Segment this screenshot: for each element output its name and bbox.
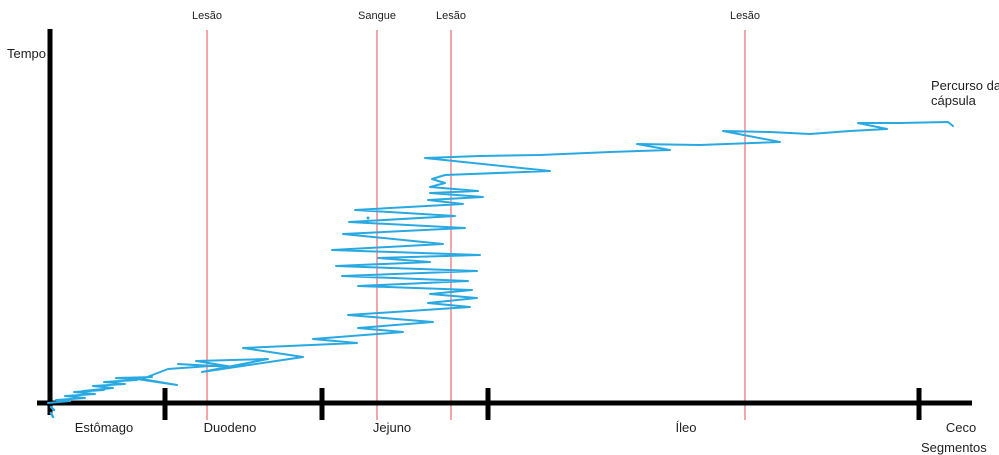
x-axis-label: Segmentos <box>921 440 987 455</box>
segment-label-4-leo: Íleo <box>675 420 697 435</box>
chart-title-line2: cápsula <box>931 93 976 109</box>
event-label-1-leso: Lesão <box>192 10 222 22</box>
event-label-4-leso: Lesão <box>730 10 760 22</box>
event-label-3-leso: Lesão <box>436 10 466 22</box>
chart-title-line1: Percurso da <box>931 78 999 93</box>
event-label-2-sangue: Sangue <box>358 10 396 22</box>
segment-label-2-duodeno: Duodeno <box>203 420 257 435</box>
origin-blue-mark-2 <box>49 411 55 419</box>
capsule-path-line <box>47 121 954 404</box>
capsule-path-stray-dot <box>366 216 370 220</box>
origin-blue-mark-1 <box>49 405 56 412</box>
segment-label-1-estmago: Estômago <box>74 420 134 435</box>
segment-label-3-jejuno: Jejuno <box>372 420 412 435</box>
y-axis-label: Tempo <box>7 46 47 61</box>
segment-label-5-ceco: Ceco <box>945 420 977 435</box>
chart-title: Percurso da cápsula <box>931 78 999 109</box>
